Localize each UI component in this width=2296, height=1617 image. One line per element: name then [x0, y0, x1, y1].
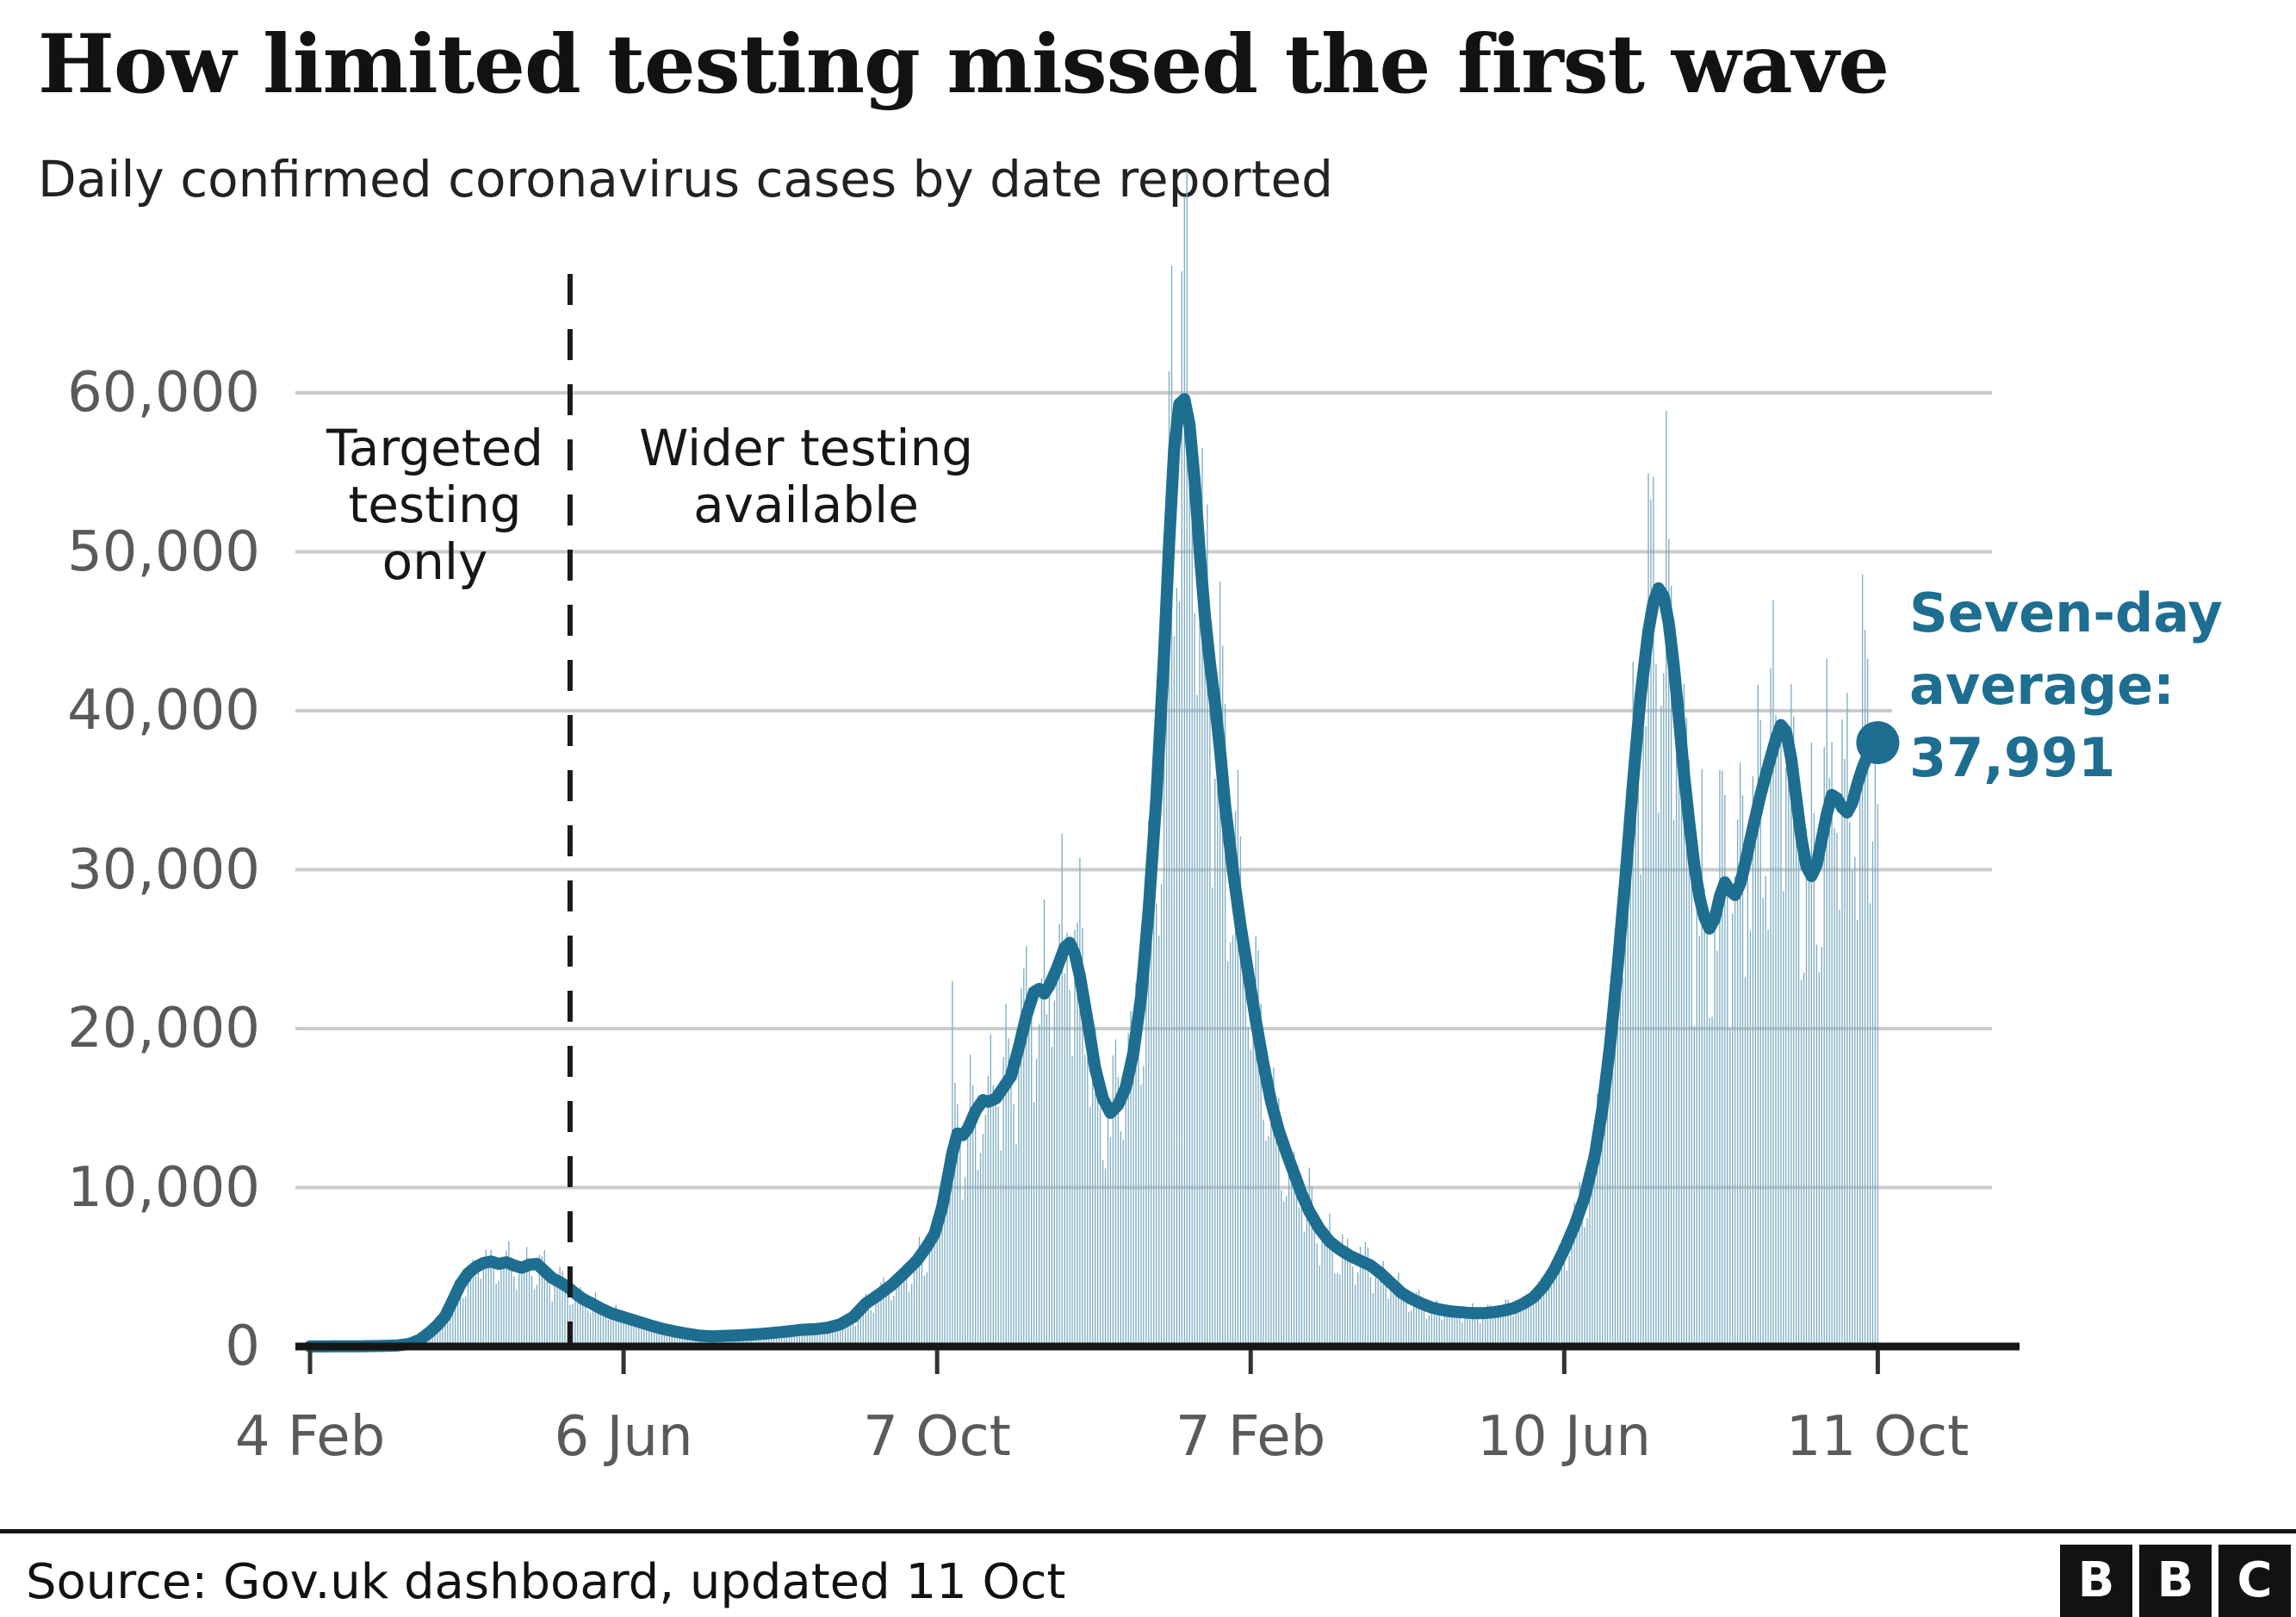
annotation-wider-line2: available: [693, 476, 919, 534]
y-axis-label-40000: 40,000: [67, 679, 260, 743]
annotation-wider-line1: Wider testing: [638, 419, 974, 477]
annotation-targeted-line1: Targeted: [326, 419, 543, 477]
page-subtitle: Daily confirmed coronavirus cases by dat…: [38, 150, 1333, 208]
annotation-targeted-testing: Targeted testing only: [245, 420, 624, 590]
x-axis-label-11oct: 11 Oct: [1785, 1405, 1970, 1469]
x-axis-label-7feb: 7 Feb: [1175, 1405, 1326, 1469]
y-axis-label-10000: 10,000: [67, 1156, 260, 1220]
page-title: How limited testing missed the first wav…: [38, 17, 1890, 112]
x-axis-label-7oct: 7 Oct: [863, 1405, 1011, 1469]
y-axis-label-60000: 60,000: [67, 361, 260, 425]
annotation-targeted-line2: testing: [348, 476, 522, 534]
latest-value-dot: [1856, 721, 1900, 765]
x-axis-label-10jun: 10 Jun: [1477, 1405, 1651, 1469]
annotation-seven-day-average: Seven-day average: 37,991: [1909, 577, 2288, 794]
seven-day-value: 37,991: [1909, 726, 2116, 789]
y-axis-label-20000: 20,000: [67, 997, 260, 1060]
seven-day-label-line2: average:: [1909, 654, 2175, 717]
footer-divider: [0, 1529, 2296, 1533]
annotation-wider-testing: Wider testing available: [617, 420, 996, 533]
seven-day-label-line1: Seven-day: [1909, 581, 2223, 644]
bbc-logo-block-b1: B: [2060, 1545, 2132, 1617]
source-text: Source: Gov.uk dashboard, updated 11 Oct: [26, 1554, 1066, 1610]
x-axis-label-4feb: 4 Feb: [234, 1405, 386, 1469]
daily-cases-bars: [309, 171, 1879, 1346]
bbc-logo-block-c: C: [2218, 1545, 2291, 1617]
y-axis-label-0: 0: [225, 1315, 260, 1378]
y-axis-label-50000: 50,000: [67, 520, 260, 584]
x-axis-label-6jun: 6 Jun: [554, 1405, 693, 1469]
y-axis-label-30000: 30,000: [67, 838, 260, 902]
bbc-logo-block-b2: B: [2139, 1545, 2212, 1617]
seven-day-average-line: [304, 393, 1884, 1353]
annotation-targeted-line3: only: [382, 532, 488, 591]
